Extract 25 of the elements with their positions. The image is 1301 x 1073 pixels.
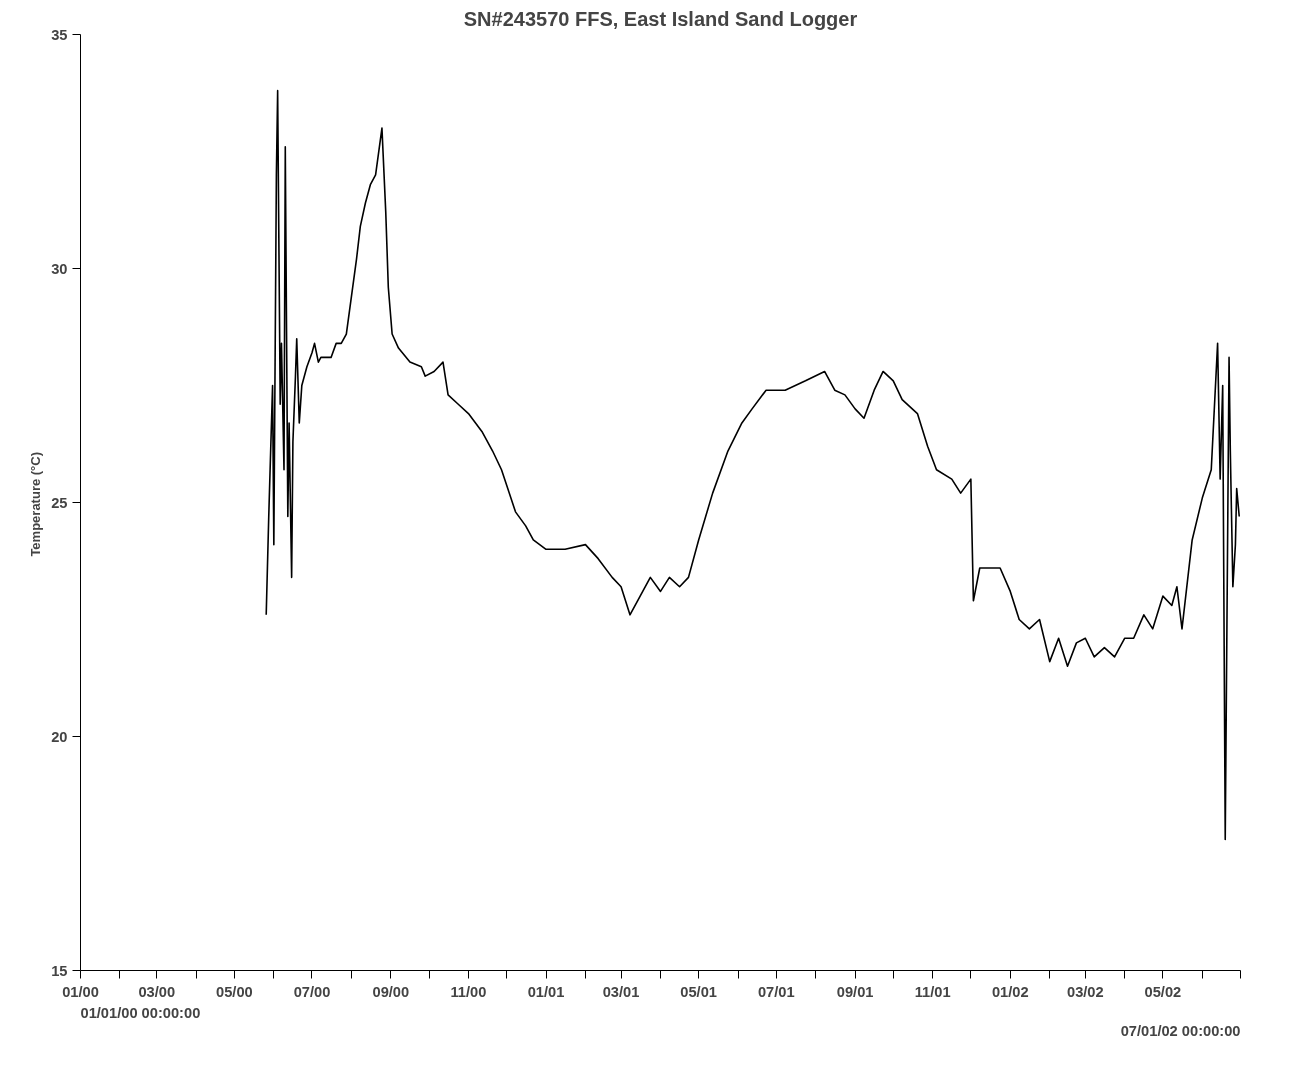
x-tick-label: 01/01 xyxy=(527,983,565,1000)
x-tick-label: 03/01 xyxy=(602,983,640,1000)
y-tick-label: 20 xyxy=(51,728,68,745)
x-tick-label: 03/02 xyxy=(1066,983,1104,1000)
chart-title: SN#243570 FFS, East Island Sand Logger xyxy=(463,7,858,30)
text: 01/01/00 00:00:00 xyxy=(80,1004,201,1021)
y-tick-label: 15 xyxy=(51,962,68,979)
line-series xyxy=(265,89,1241,841)
x-tick-label: 01/00 xyxy=(62,983,99,1000)
x-tick-label: 07/00 xyxy=(293,983,331,1000)
x-tick-label: 05/00 xyxy=(216,983,253,1000)
x-tick-label: 09/01 xyxy=(836,983,874,1000)
x-tick-label: 03/00 xyxy=(138,983,176,1000)
y-tick-label: 25 xyxy=(51,494,68,511)
x-tick-label: 01/02 xyxy=(991,983,1029,1000)
x-tick-label: 05/01 xyxy=(680,983,718,1000)
y-tick-label: 30 xyxy=(51,260,68,277)
y-tick-label: 35 xyxy=(51,26,68,43)
x-tick-label: 11/01 xyxy=(914,983,951,1000)
text: 07/01/02 00:00:00 xyxy=(1120,1022,1241,1039)
x-tick-label: 09/00 xyxy=(372,983,410,1000)
x-tick-label: 05/02 xyxy=(1144,983,1182,1000)
y-axis-title: Temperature (°C) xyxy=(28,451,44,557)
x-tick-label: 07/01 xyxy=(757,983,795,1000)
x-tick-label: 11/00 xyxy=(450,983,487,1000)
